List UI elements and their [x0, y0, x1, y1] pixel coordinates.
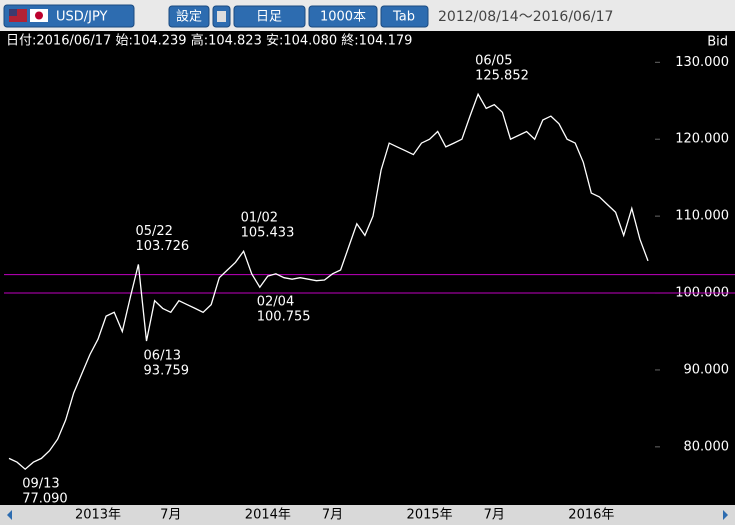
annotation-value: 103.726	[135, 239, 189, 254]
tab-button[interactable]	[380, 5, 429, 28]
annotation-date: 06/05	[475, 54, 512, 69]
annotation-value: 100.755	[257, 310, 311, 325]
button-label: Tab	[392, 10, 415, 25]
y-tick-label: 110.000	[675, 209, 729, 224]
annotation-date: 05/22	[135, 224, 172, 239]
annotation-value: 125.852	[475, 69, 529, 84]
x-tick-label: 7月	[160, 508, 181, 523]
annotation-date: 06/13	[144, 349, 181, 364]
symbol: USD/JPY	[56, 10, 108, 25]
x-tick-label: 2016年	[568, 508, 614, 523]
price-line	[8, 92, 649, 471]
annotation-date: 01/02	[241, 211, 278, 226]
info-line: 日付:2016/06/17 始:104.239 高:104.823 安:104.…	[6, 33, 412, 49]
x-axis-bar	[0, 505, 735, 525]
y-tick-label: 120.000	[675, 132, 729, 147]
count-button[interactable]	[308, 5, 378, 28]
button-label: 設定	[176, 9, 202, 25]
scroll-right[interactable]	[723, 510, 728, 520]
period-button[interactable]	[233, 5, 306, 28]
icon	[217, 11, 226, 22]
x-tick-label: 2013年	[75, 508, 121, 523]
date-range: 2012/08/14～2016/06/17	[438, 9, 613, 25]
chart-area	[0, 31, 735, 505]
x-tick-label: 7月	[322, 508, 343, 523]
settings-button[interactable]	[168, 5, 210, 28]
us-flag-canton	[9, 9, 17, 16]
x-tick-label: 2014年	[245, 508, 291, 523]
annotation-value: 93.759	[144, 364, 190, 379]
jp-flag-sun	[35, 11, 43, 20]
x-tick-label: 7月	[484, 508, 505, 523]
x-tick-label: 2015年	[407, 508, 453, 523]
y-tick-label: 130.000	[675, 55, 729, 70]
y-tick-label: 80.000	[684, 439, 730, 454]
button-label: 1000本	[320, 10, 366, 25]
annotation-value: 105.433	[241, 226, 295, 241]
axis-title: Bid	[707, 35, 728, 50]
annotation-value: 77.090	[22, 492, 68, 507]
annotation-date: 02/04	[257, 295, 294, 310]
annotation-date: 09/13	[22, 477, 59, 492]
scroll-left[interactable]	[7, 510, 12, 520]
y-tick-label: 90.000	[684, 362, 730, 377]
button-label: 日足	[256, 10, 282, 25]
